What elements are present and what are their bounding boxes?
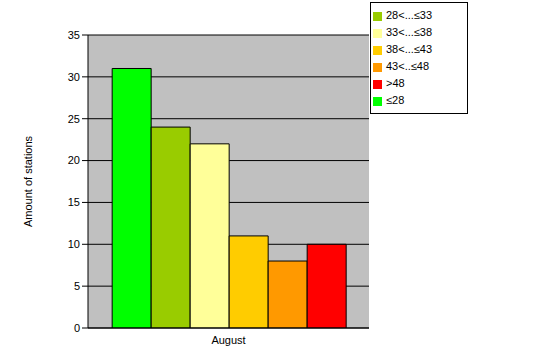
html-text:38<...≤43: 38<...≤43 (386, 43, 433, 55)
html-text:≤28: ≤28 (386, 94, 405, 106)
html-text:>48: >48 (386, 77, 405, 89)
svg-text:Amount of stations: Amount of stations (22, 135, 34, 227)
svg-text:5: 5 (74, 280, 80, 292)
svg-text:35: 35 (68, 29, 80, 41)
html-text:28<...≤33: 28<...≤33 (386, 9, 433, 21)
svg-text:15: 15 (68, 196, 80, 208)
svg-text:0: 0 (74, 322, 80, 334)
html-text:33<...≤38: 33<...≤38 (386, 26, 433, 38)
svg-text:10: 10 (68, 238, 80, 250)
svg-text:20: 20 (68, 154, 80, 166)
html-text:43<..≤48: 43<..≤48 (386, 60, 429, 72)
svg-text:30: 30 (68, 71, 80, 83)
svg-text:August: August (211, 334, 245, 346)
svg-text:25: 25 (68, 113, 80, 125)
